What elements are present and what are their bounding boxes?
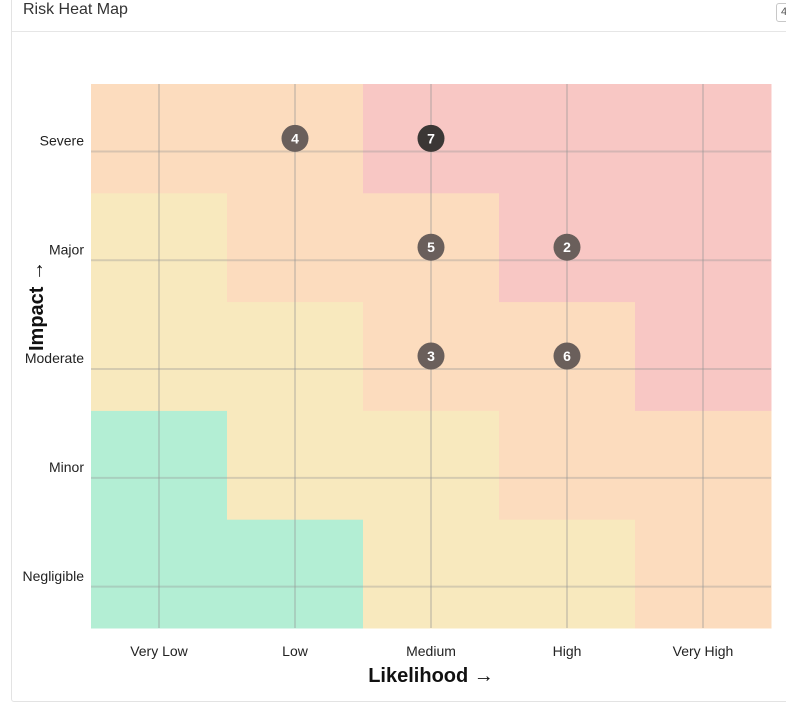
risk-marker-label: 7	[427, 130, 435, 146]
x-tick-label: Low	[282, 643, 309, 659]
y-tick-label: Negligible	[23, 568, 85, 584]
risk-marker-4	[281, 124, 309, 152]
panel-title: Risk Heat Map	[23, 1, 128, 18]
heatmap-cell-low-moderate	[227, 301, 364, 411]
panel-header: Risk Heat Map 4	[12, 0, 786, 32]
heatmap-cell-low-negligible	[227, 519, 364, 629]
x-tick-label: Very Low	[130, 643, 188, 659]
heatmap-cell-very-high-severe	[635, 84, 772, 194]
y-tick-label: Moderate	[25, 350, 84, 366]
heatmap-cell-very-low-moderate	[91, 301, 228, 411]
risk-marker-label: 5	[427, 239, 435, 255]
heatmap-cell-medium-minor	[363, 410, 500, 520]
heatmap-cell-very-low-severe	[91, 84, 228, 194]
heatmap-cell-very-low-negligible	[91, 519, 228, 629]
risk-marker-7	[417, 124, 445, 152]
y-tick-label: Minor	[49, 459, 84, 475]
y-tick-label: Severe	[40, 133, 85, 149]
x-tick-label: Very High	[673, 643, 734, 659]
heatmap-cell-very-high-negligible	[635, 519, 772, 629]
heatmap-cell-very-high-minor	[635, 410, 772, 520]
heatmap-cell-medium-negligible	[363, 519, 500, 629]
heatmap-cell-low-major	[227, 192, 364, 303]
x-axis-title: Likelihood →	[368, 665, 494, 687]
heatmap-cell-high-severe	[499, 84, 636, 194]
x-tick-label: Medium	[406, 643, 456, 659]
y-axis-title: Impact →	[26, 261, 48, 351]
risk-marker-label: 6	[563, 348, 571, 364]
x-tick-label: High	[553, 643, 582, 659]
risk-marker-3	[417, 342, 445, 370]
heatmap-cell-high-minor	[499, 410, 636, 520]
y-tick-label: Major	[49, 241, 84, 257]
heatmap-cell-very-high-major	[635, 192, 772, 303]
risk-marker-label: 3	[427, 348, 435, 364]
risk-marker-5	[417, 233, 445, 261]
risk-marker-6	[553, 342, 581, 370]
heatmap-cell-very-low-minor	[91, 410, 228, 520]
heatmap-cell-high-negligible	[499, 519, 636, 629]
heatmap-cell-very-high-moderate	[635, 301, 772, 411]
heatmap-cell-low-minor	[227, 410, 364, 520]
risk-marker-label: 2	[563, 239, 571, 255]
heatmap-cell-very-low-major	[91, 192, 228, 303]
risk-marker-label: 4	[291, 130, 299, 146]
panel-menu-button[interactable]: 4	[776, 3, 786, 22]
risk-marker-2	[553, 233, 581, 261]
